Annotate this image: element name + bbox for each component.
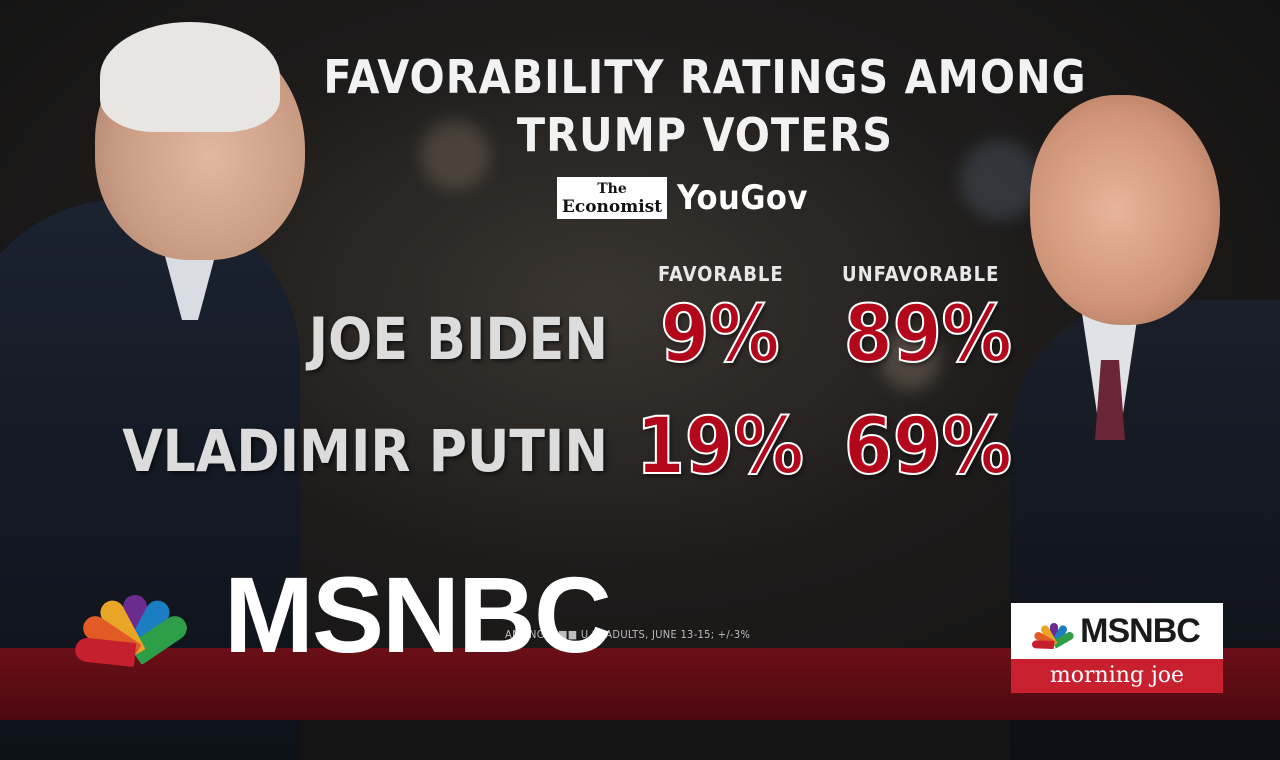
favorable-column-header: FAVORABLE [658, 262, 784, 286]
unfavorable-column-header: UNFAVORABLE [842, 262, 1000, 286]
nbc-peacock-icon [1032, 617, 1076, 649]
show-badge-title: morning joe [1011, 659, 1223, 693]
putin-favorable-value: 19% [635, 401, 805, 493]
poll-source-note: AMONG 1,■■ U.S. ADULTS, JUNE 13-15; +/-3… [505, 628, 751, 641]
title-line-1: FAVORABILITY RATINGS AMONG [323, 50, 1087, 104]
putin-unfavorable-value: 69% [843, 401, 1013, 493]
show-badge-top: MSNBC [1011, 603, 1223, 659]
nbc-peacock-icon [70, 575, 200, 667]
right-figure-tie [1095, 360, 1125, 440]
show-badge-network: MSNBC [1080, 611, 1201, 650]
row-name-putin: VLADIMIR PUTIN [122, 417, 608, 485]
show-badge: MSNBC morning joe [1011, 603, 1223, 693]
msnbc-wordmark: MSNBC [224, 554, 612, 675]
background-light [960, 140, 1040, 220]
background-light [880, 330, 940, 390]
left-figure-hair [100, 22, 280, 132]
right-figure-head [1030, 95, 1220, 325]
biden-unfavorable-value: 89% [843, 289, 1013, 381]
source-logos: The Economist YouGov [557, 176, 808, 220]
biden-favorable-value: 9% [659, 289, 780, 381]
title-line-2: TRUMP VOTERS [516, 108, 894, 162]
msnbc-logo: MSNBC [70, 554, 612, 675]
economist-logo-the: The [597, 181, 627, 197]
row-name-biden: JOE BIDEN [308, 305, 608, 373]
economist-logo-name: Economist [561, 197, 663, 217]
economist-logo: The Economist [557, 177, 667, 219]
background-light [420, 120, 490, 190]
graphic-title: FAVORABILITY RATINGS AMONG TRUMP VOTERS [300, 48, 1110, 164]
yougov-logo: YouGov [677, 178, 808, 218]
